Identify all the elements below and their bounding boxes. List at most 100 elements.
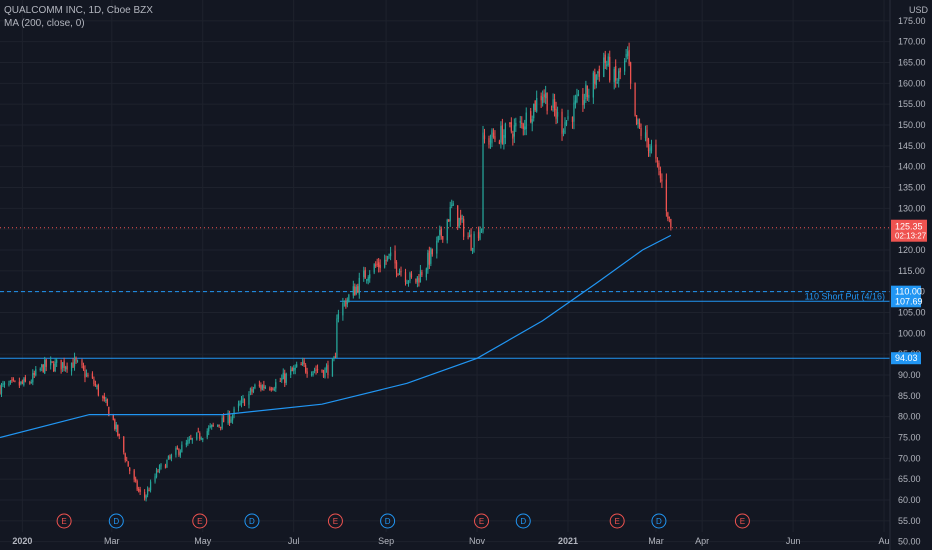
earnings-marker[interactable]: E <box>192 513 208 529</box>
indicator-label[interactable]: MA (200, close, 0) <box>4 18 85 29</box>
candle-body <box>39 368 41 370</box>
candle <box>117 424 119 437</box>
candle <box>97 383 100 397</box>
candle <box>635 114 638 126</box>
candle-body <box>50 360 52 366</box>
dividend-marker[interactable]: D <box>515 513 531 529</box>
candle-body <box>646 129 648 142</box>
candle-body <box>357 286 359 293</box>
symbol-title[interactable]: QUALCOMM INC, 1D, Cboe BZX <box>4 5 153 16</box>
candle-body <box>191 438 193 441</box>
candle-body <box>367 277 369 281</box>
candle <box>367 275 369 285</box>
earnings-marker[interactable]: E <box>474 513 490 529</box>
candle-body <box>404 272 407 282</box>
candle <box>8 380 10 387</box>
earnings-marker[interactable]: E <box>327 513 343 529</box>
candle <box>87 372 89 378</box>
candle <box>533 103 535 122</box>
candle-body <box>577 93 580 96</box>
candle <box>626 46 629 60</box>
candle <box>136 479 138 492</box>
candle-body <box>471 248 474 252</box>
candle-body <box>586 85 588 98</box>
candle-body <box>126 460 128 462</box>
candle-body <box>519 120 521 123</box>
candle-body <box>430 248 432 264</box>
price-tick-label: 80.00 <box>898 412 921 422</box>
badge-bg <box>891 295 921 308</box>
candle-body <box>30 382 32 384</box>
candle <box>565 120 568 127</box>
svg-text:D: D <box>113 517 119 526</box>
candle-body <box>64 366 67 370</box>
earnings-marker[interactable]: E <box>734 513 750 529</box>
candle <box>221 414 223 430</box>
candle <box>327 360 329 379</box>
candle <box>178 448 180 457</box>
candle <box>564 117 566 135</box>
price-tick-label: 175.00 <box>898 16 926 26</box>
candle-body <box>260 384 262 389</box>
candle-body <box>501 125 504 144</box>
candle <box>467 232 469 240</box>
candle <box>594 68 596 90</box>
candle-body <box>108 406 110 417</box>
candle <box>442 236 444 243</box>
candle-body <box>306 371 308 374</box>
candle-body <box>181 444 183 453</box>
candle <box>263 380 265 391</box>
candle-body <box>358 277 360 295</box>
candle-body <box>345 301 347 307</box>
candle-body <box>574 100 577 105</box>
time-axis-labels: 2020 Mar May Jul Sep Nov 2021 Mar Apr Jun Au <box>12 536 889 546</box>
dividend-marker[interactable]: D <box>651 513 667 529</box>
candle-body <box>394 250 396 264</box>
candle <box>124 452 126 463</box>
candle-body <box>160 464 162 467</box>
candle <box>155 467 158 479</box>
candle-body <box>170 454 173 459</box>
dividend-marker[interactable]: D <box>380 513 396 529</box>
candle <box>139 486 141 496</box>
time-tick-label: Jul <box>288 536 300 546</box>
candle-body <box>44 359 46 374</box>
candle-body <box>304 365 307 372</box>
candle <box>448 218 450 222</box>
candle <box>400 266 402 277</box>
candle <box>354 283 356 296</box>
price-axis[interactable]: USD <box>889 0 932 550</box>
candle <box>595 73 597 89</box>
candle <box>185 439 187 448</box>
dividend-marker[interactable]: D <box>244 513 260 529</box>
candle-body <box>410 273 413 278</box>
candle-body <box>398 270 401 275</box>
candle-body <box>389 252 392 257</box>
candle-body <box>545 92 547 99</box>
candle-body <box>154 476 156 482</box>
candle-body <box>118 434 120 436</box>
candle <box>227 410 229 425</box>
dividend-marker[interactable]: D <box>108 513 124 529</box>
candle-body <box>498 141 501 144</box>
earnings-marker[interactable]: E <box>56 513 72 529</box>
candle <box>218 424 220 428</box>
candle-body <box>313 370 316 372</box>
candle-body <box>463 218 465 237</box>
earnings-marker[interactable]: E <box>609 513 625 529</box>
candle-body <box>576 95 578 103</box>
candle <box>175 446 177 458</box>
price-tick-label: 150.00 <box>898 120 926 130</box>
candle-body <box>336 318 338 358</box>
candle <box>419 264 422 283</box>
candle <box>230 416 232 424</box>
candle <box>574 94 577 109</box>
candle <box>418 274 420 287</box>
candle-body <box>81 360 83 366</box>
candle-body <box>546 92 548 111</box>
candle-body <box>564 122 566 134</box>
candle-body <box>592 72 594 98</box>
candle <box>84 365 86 383</box>
